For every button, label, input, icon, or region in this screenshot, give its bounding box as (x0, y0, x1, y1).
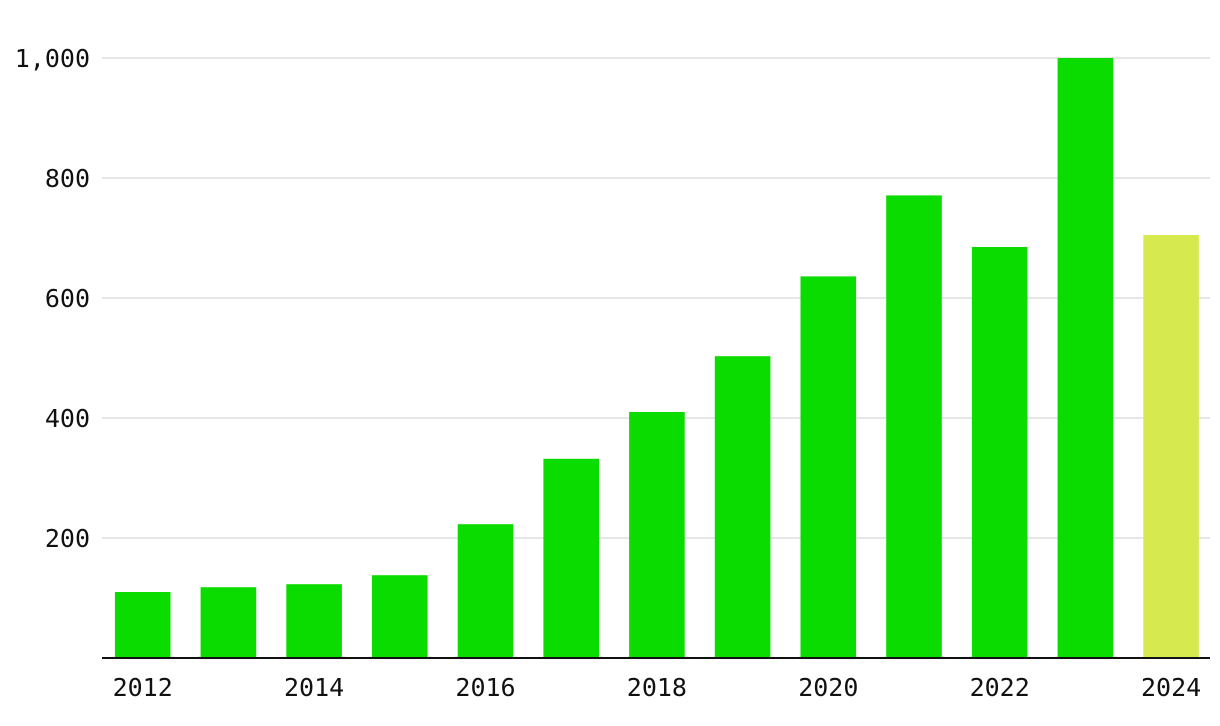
bar-2023 (1057, 58, 1114, 658)
bar-2016 (457, 524, 514, 658)
bar-2013 (200, 587, 257, 658)
bar-2024 (1143, 235, 1199, 658)
x-tick-label: 2012 (113, 673, 173, 702)
x-axis-ticks: 2012 2014 2016 2018 2020 2022 2024 (113, 673, 1202, 702)
x-tick-label: 2014 (284, 673, 344, 702)
x-tick-label: 2024 (1141, 673, 1201, 702)
bars (114, 58, 1199, 658)
y-tick-label: 800 (45, 164, 90, 193)
y-tick-label: 600 (45, 284, 90, 313)
bar-2021 (886, 195, 942, 658)
bar-2014 (286, 584, 342, 658)
x-tick-label: 2020 (798, 673, 858, 702)
y-tick-label: 400 (45, 404, 90, 433)
bar-2012 (114, 592, 171, 658)
x-tick-label: 2022 (970, 673, 1030, 702)
bar-2019 (714, 356, 771, 658)
bar-2022 (971, 247, 1028, 658)
y-tick-label: 200 (45, 524, 90, 553)
bar-2017 (543, 458, 599, 658)
bar-2015 (372, 575, 428, 658)
x-tick-label: 2018 (627, 673, 687, 702)
y-tick-label: 1,000 (15, 44, 90, 73)
y-axis-ticks: 200 400 600 800 1,000 (15, 44, 90, 553)
bar-2018 (629, 412, 685, 658)
bar-2020 (800, 276, 857, 658)
x-tick-label: 2016 (455, 673, 515, 702)
